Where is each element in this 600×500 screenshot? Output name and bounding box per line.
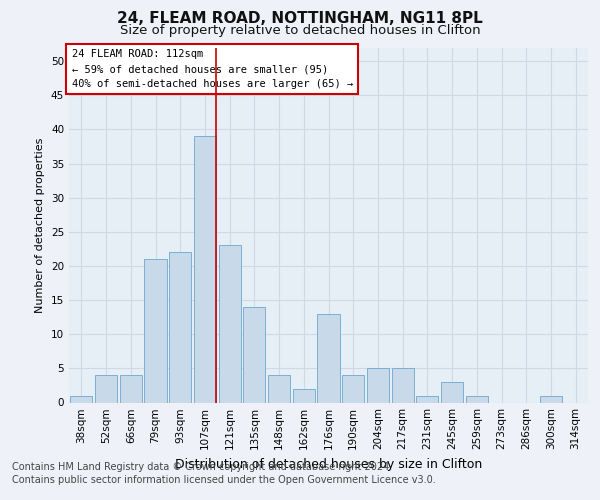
Bar (416, 396, 439, 402)
Bar (119, 375, 142, 402)
Bar (169, 252, 191, 402)
Bar (441, 382, 463, 402)
Text: Size of property relative to detached houses in Clifton: Size of property relative to detached ho… (119, 24, 481, 37)
Text: Contains public sector information licensed under the Open Government Licence v3: Contains public sector information licen… (12, 475, 436, 485)
Bar (540, 396, 562, 402)
Y-axis label: Number of detached properties: Number of detached properties (35, 138, 46, 312)
Bar (466, 396, 488, 402)
Text: 24, FLEAM ROAD, NOTTINGHAM, NG11 8PL: 24, FLEAM ROAD, NOTTINGHAM, NG11 8PL (117, 11, 483, 26)
Bar (317, 314, 340, 402)
Bar (392, 368, 414, 402)
Bar (194, 136, 216, 402)
Bar (367, 368, 389, 402)
Text: Contains HM Land Registry data © Crown copyright and database right 2024.: Contains HM Land Registry data © Crown c… (12, 462, 392, 472)
Bar (218, 246, 241, 402)
X-axis label: Distribution of detached houses by size in Clifton: Distribution of detached houses by size … (175, 458, 482, 471)
Text: 24 FLEAM ROAD: 112sqm
← 59% of detached houses are smaller (95)
40% of semi-deta: 24 FLEAM ROAD: 112sqm ← 59% of detached … (71, 50, 353, 89)
Bar (243, 307, 265, 402)
Bar (95, 375, 117, 402)
Bar (268, 375, 290, 402)
Bar (293, 389, 315, 402)
Bar (70, 396, 92, 402)
Bar (342, 375, 364, 402)
Bar (145, 259, 167, 402)
